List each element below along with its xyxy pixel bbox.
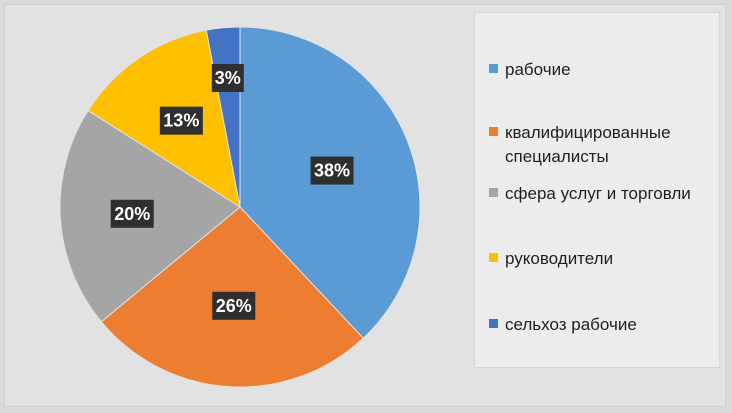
data-label-box: [212, 291, 256, 320]
data-label-box: [110, 199, 154, 228]
legend-label: сельхоз рабочие: [505, 315, 637, 334]
legend-item-qualified-specialists: квалифицированные специалисты: [489, 121, 715, 169]
data-label-text: 3%: [215, 68, 241, 88]
legend-swatch: [489, 188, 498, 197]
data-label-text: 26%: [216, 296, 252, 316]
legend-item-services-trade: сфера услуг и торговли: [489, 182, 715, 206]
data-label-box: [159, 106, 203, 135]
data-label-qualified-specialists: 26%: [212, 291, 256, 320]
data-label-box: [310, 156, 354, 185]
legend-item-workers: рабочие: [489, 58, 715, 82]
data-label-managers: 13%: [159, 106, 203, 135]
legend-label: рабочие: [505, 60, 571, 79]
legend-swatch: [489, 319, 498, 328]
data-label-text: 38%: [314, 161, 350, 181]
data-label-text: 20%: [114, 204, 150, 224]
data-labels: 38% 26% 20% 13% 3%: [110, 63, 354, 320]
legend-label: квалифицированные специалисты: [505, 123, 671, 166]
data-label-services-trade: 20%: [110, 199, 154, 228]
legend-label: сфера услуг и торговли: [505, 184, 691, 203]
data-label-box: [211, 63, 244, 92]
data-label-workers: 38%: [310, 156, 354, 185]
legend-swatch: [489, 253, 498, 262]
legend: рабочие квалифицированные специалисты сф…: [474, 12, 720, 368]
legend-item-managers: руководители: [489, 247, 715, 271]
legend-item-farm-workers: сельхоз рабочие: [489, 313, 715, 337]
legend-swatch: [489, 64, 498, 73]
data-label-farm-workers: 3%: [211, 63, 244, 92]
legend-swatch: [489, 127, 498, 136]
data-label-text: 13%: [163, 111, 199, 131]
legend-label: руководители: [505, 249, 614, 268]
